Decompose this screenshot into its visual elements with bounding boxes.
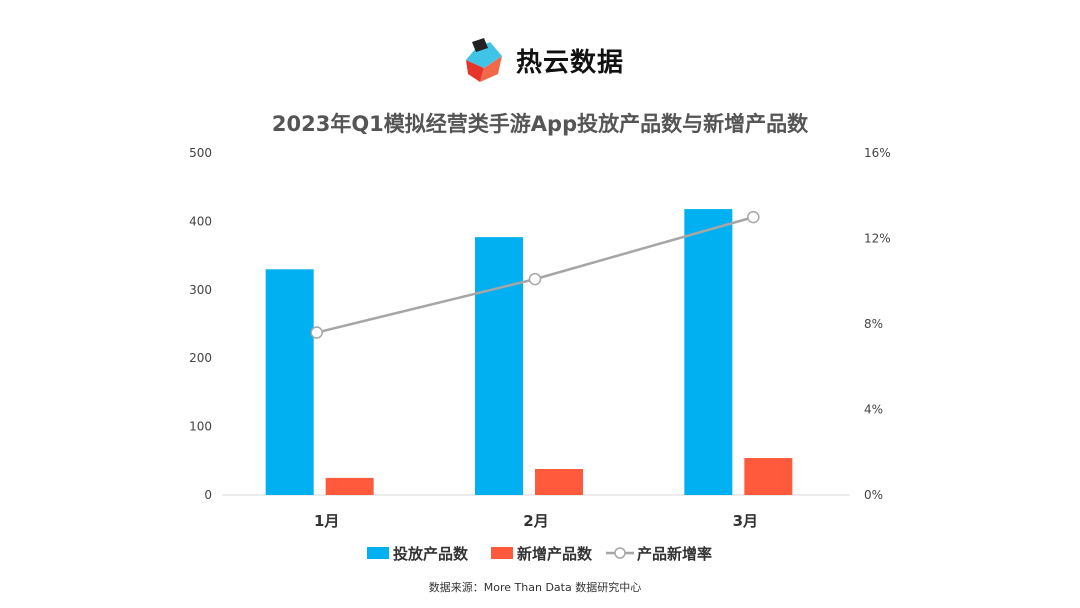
category-label: 3月 (733, 512, 758, 530)
bar-launched (684, 209, 733, 495)
logo: 热云数据 (462, 38, 624, 82)
rate-point (310, 326, 323, 339)
left-tick-label: 100 (189, 420, 212, 434)
left-axis: 0 100 200 300 400 500 (189, 146, 212, 502)
logo-text: 热云数据 (516, 47, 625, 78)
bar-launched (475, 237, 523, 495)
bars (265, 209, 793, 495)
right-tick-label: 12% (864, 232, 891, 246)
legend-marker-rate (614, 547, 626, 559)
right-axis: 0% 4% 8% 12% 16% (864, 146, 891, 502)
rate-series (310, 210, 760, 339)
left-tick-label: 300 (189, 283, 212, 297)
legend-swatch-new (491, 547, 513, 559)
bar-new (744, 458, 793, 495)
rate-point (528, 272, 542, 286)
right-tick-label: 8% (864, 317, 883, 331)
bar-launched (265, 269, 314, 495)
source-note: 数据来源：More Than Data 数据研究中心 (429, 580, 641, 594)
category-labels: 1月 2月 3月 (314, 512, 758, 530)
right-tick-label: 16% (864, 146, 891, 160)
chart-title: 2023年Q1模拟经营类手游App投放产品数与新增产品数 (272, 112, 809, 136)
logo-icon (466, 38, 502, 82)
left-tick-label: 500 (189, 146, 212, 160)
bar-new (325, 477, 374, 495)
rate-point (747, 210, 760, 224)
legend: 投放产品数 新增产品数 产品新增率 (367, 545, 712, 563)
left-tick-label: 200 (189, 351, 212, 365)
category-label: 1月 (314, 512, 339, 530)
right-tick-label: 0% (864, 488, 883, 502)
legend-label-rate: 产品新增率 (637, 545, 712, 563)
left-tick-label: 400 (189, 214, 212, 228)
bar-new (535, 469, 583, 495)
legend-swatch-launched (367, 547, 389, 559)
right-tick-label: 4% (864, 403, 883, 417)
legend-label-new: 新增产品数 (517, 545, 593, 563)
legend-label-launched: 投放产品数 (393, 545, 469, 563)
category-label: 2月 (523, 512, 548, 530)
left-tick-label: 0 (204, 488, 212, 502)
